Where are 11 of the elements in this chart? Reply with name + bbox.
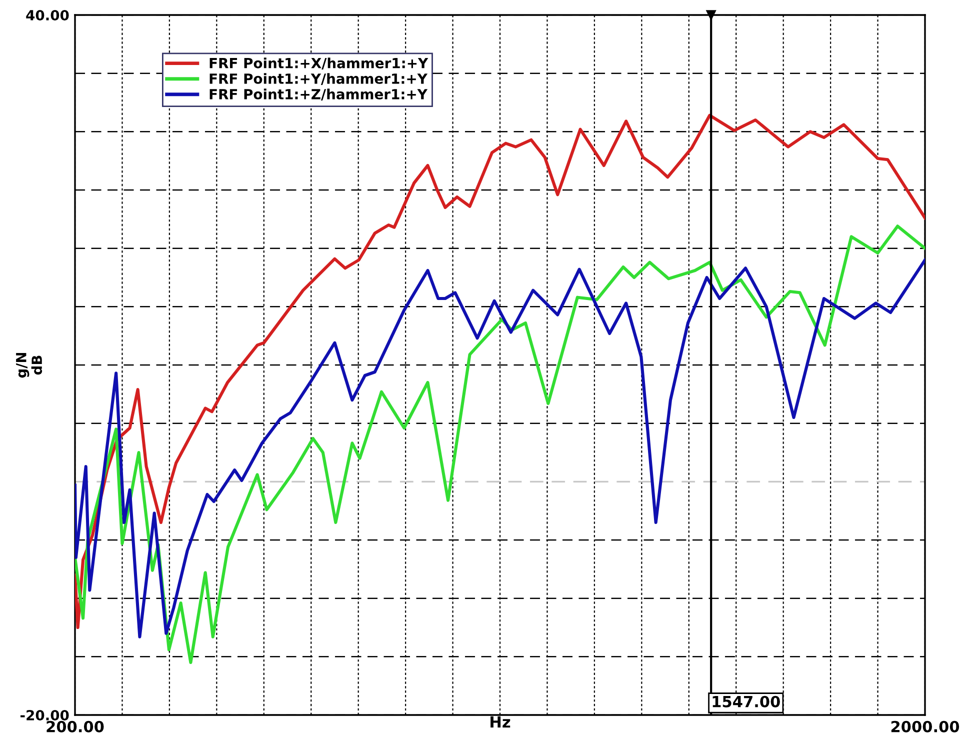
legend-label: FRF Point1:+X/hammer1:+Y — [210, 58, 428, 70]
x-tick-label: 2000.00 — [891, 720, 960, 732]
ref-line-label: 1547.00 — [712, 696, 780, 708]
y-tick-label: 40.00 — [26, 10, 69, 20]
y-tick-label: -20.00 — [20, 710, 69, 720]
x-axis-title: Hz — [490, 716, 510, 728]
x-tick-label: 200.00 — [46, 720, 104, 732]
line-series — [75, 114, 925, 630]
y-axis-title: g/N dB — [16, 352, 42, 378]
legend-label: FRF Point1:+Y/hammer1:+Y — [210, 73, 428, 85]
legend-label: FRF Point1:+Z/hammer1:+Y — [210, 88, 428, 101]
